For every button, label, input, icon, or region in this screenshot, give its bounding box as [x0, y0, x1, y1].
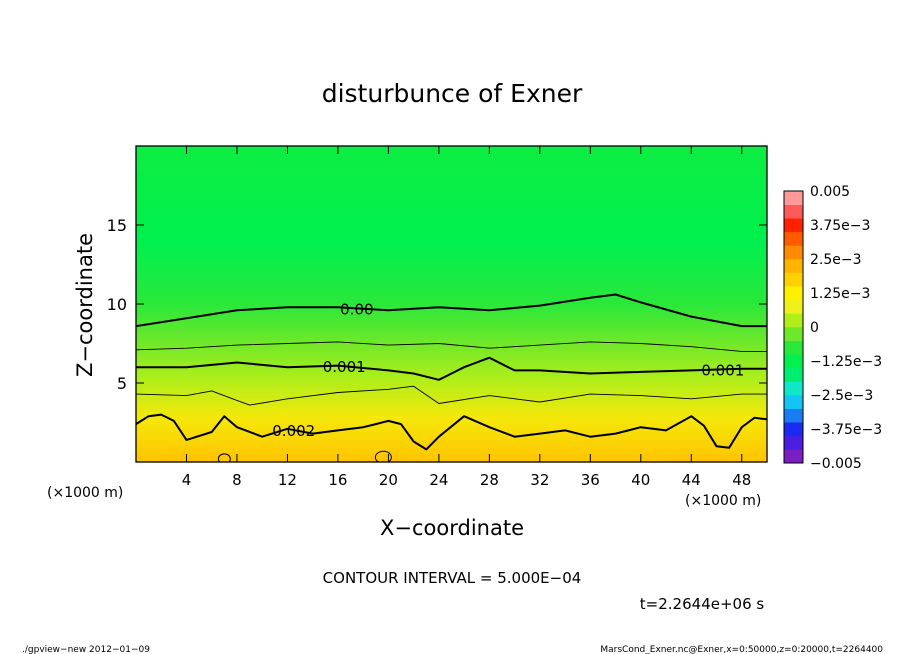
colorbar-band — [784, 286, 803, 301]
contour-line — [136, 413, 767, 451]
x-tick-label: 44 — [682, 471, 701, 489]
y-tick-label: 15 — [107, 216, 127, 235]
colorbar-tick-label: −2.5e−3 — [810, 388, 873, 404]
time-text: t=2.2644e+06 s — [640, 595, 765, 613]
x-unit-label: (×1000 m) — [685, 493, 761, 509]
contour-line — [136, 341, 767, 352]
colorbar-band — [784, 327, 803, 341]
colorbar-bands — [784, 191, 803, 464]
upper-field-shade — [136, 146, 767, 236]
contour-line — [136, 293, 767, 328]
colorbar-tick-label: −3.75e−3 — [810, 422, 882, 438]
x-tick-label: 20 — [379, 471, 398, 489]
colorbar-band — [784, 449, 803, 464]
colorbar-frame — [783, 190, 804, 464]
x-tick-label: 8 — [232, 471, 242, 489]
x-axis: 4 8 12 16 20 24 28 32 36 40 44 48 — [182, 146, 751, 489]
colorbar-band — [784, 408, 803, 423]
colorbar-band — [784, 354, 803, 369]
y-tick-label: 5 — [117, 374, 127, 393]
colorbar-band — [784, 299, 803, 314]
colorbar-band — [784, 259, 803, 273]
colorbar-band — [784, 435, 803, 450]
colorbar-labels: −0.005 −3.75e−3 −2.5e−3 −1.25e−3 0 1.25e−3 2.5… — [810, 184, 882, 472]
colorbar-band — [784, 191, 803, 205]
warm-blob-right — [650, 437, 750, 462]
x-tick-label: 24 — [429, 471, 448, 489]
contour-label: 0.001 — [323, 358, 366, 376]
x-tick-label: 12 — [278, 471, 297, 489]
contour-lines: 0.00 0.001 0.001 0.002 — [136, 293, 767, 462]
colorbar-tick-label: 0.005 — [810, 184, 850, 200]
colorbar-tick-label: −1.25e−3 — [810, 354, 882, 370]
x-tick-label: 4 — [182, 471, 192, 489]
x-tick-label: 32 — [530, 471, 549, 489]
y-axis: 5 10 15 — [107, 216, 767, 393]
contour-line — [136, 385, 767, 406]
x-tick-label: 16 — [328, 471, 347, 489]
colorbar-band — [784, 367, 803, 382]
plot-area: 0.00 0.001 0.001 0.002 — [135, 145, 768, 463]
colorbar-tick-label: 0 — [810, 320, 819, 336]
colorbar-band — [784, 231, 803, 246]
colorbar: −0.005 −3.75e−3 −2.5e−3 −1.25e−3 0 1.25e−3 2.5… — [783, 184, 882, 472]
colorbar-band — [784, 272, 803, 287]
colorbar-band — [784, 381, 803, 396]
y-tick-label: 10 — [107, 295, 127, 314]
chart-title: disturbunce of Exner — [322, 79, 583, 108]
x-tick-label: 40 — [631, 471, 650, 489]
x-tick-label: 28 — [480, 471, 499, 489]
contour-label: 0.002 — [272, 422, 315, 440]
colorbar-band — [784, 245, 803, 260]
colorbar-band — [784, 395, 803, 409]
x-axis-label: X−coordinate — [380, 516, 524, 540]
colorbar-band — [784, 340, 803, 355]
footer-left-text: ./gpview−new 2012−01−09 — [22, 645, 150, 654]
colorbar-band — [784, 313, 803, 328]
contour-label: 0.00 — [340, 300, 373, 318]
contour-interval-text: CONTOUR INTERVAL = 5.000E−04 — [323, 569, 582, 587]
colorbar-tick-label: 1.25e−3 — [810, 286, 870, 302]
colorbar-tick-label: 3.75e−3 — [810, 218, 870, 234]
x-tick-label: 48 — [732, 471, 751, 489]
contour-line — [136, 356, 767, 381]
contour-label: 0.001 — [701, 361, 744, 379]
contour-closed-small — [374, 450, 392, 462]
contour-closed-small — [217, 453, 231, 462]
y-unit-label: (×1000 m) — [47, 485, 123, 501]
y-axis-label: Z−coordinate — [73, 233, 97, 377]
footer-right-text: MarsCond_Exner.nc@Exner,x=0:50000,z=0:20… — [600, 645, 883, 654]
colorbar-band — [784, 422, 803, 437]
colorbar-tick-label: 2.5e−3 — [810, 252, 862, 268]
x-tick-label: 36 — [581, 471, 600, 489]
colorbar-band — [784, 218, 803, 233]
colorbar-tick-label: −0.005 — [810, 456, 862, 472]
colorbar-band — [784, 204, 803, 219]
